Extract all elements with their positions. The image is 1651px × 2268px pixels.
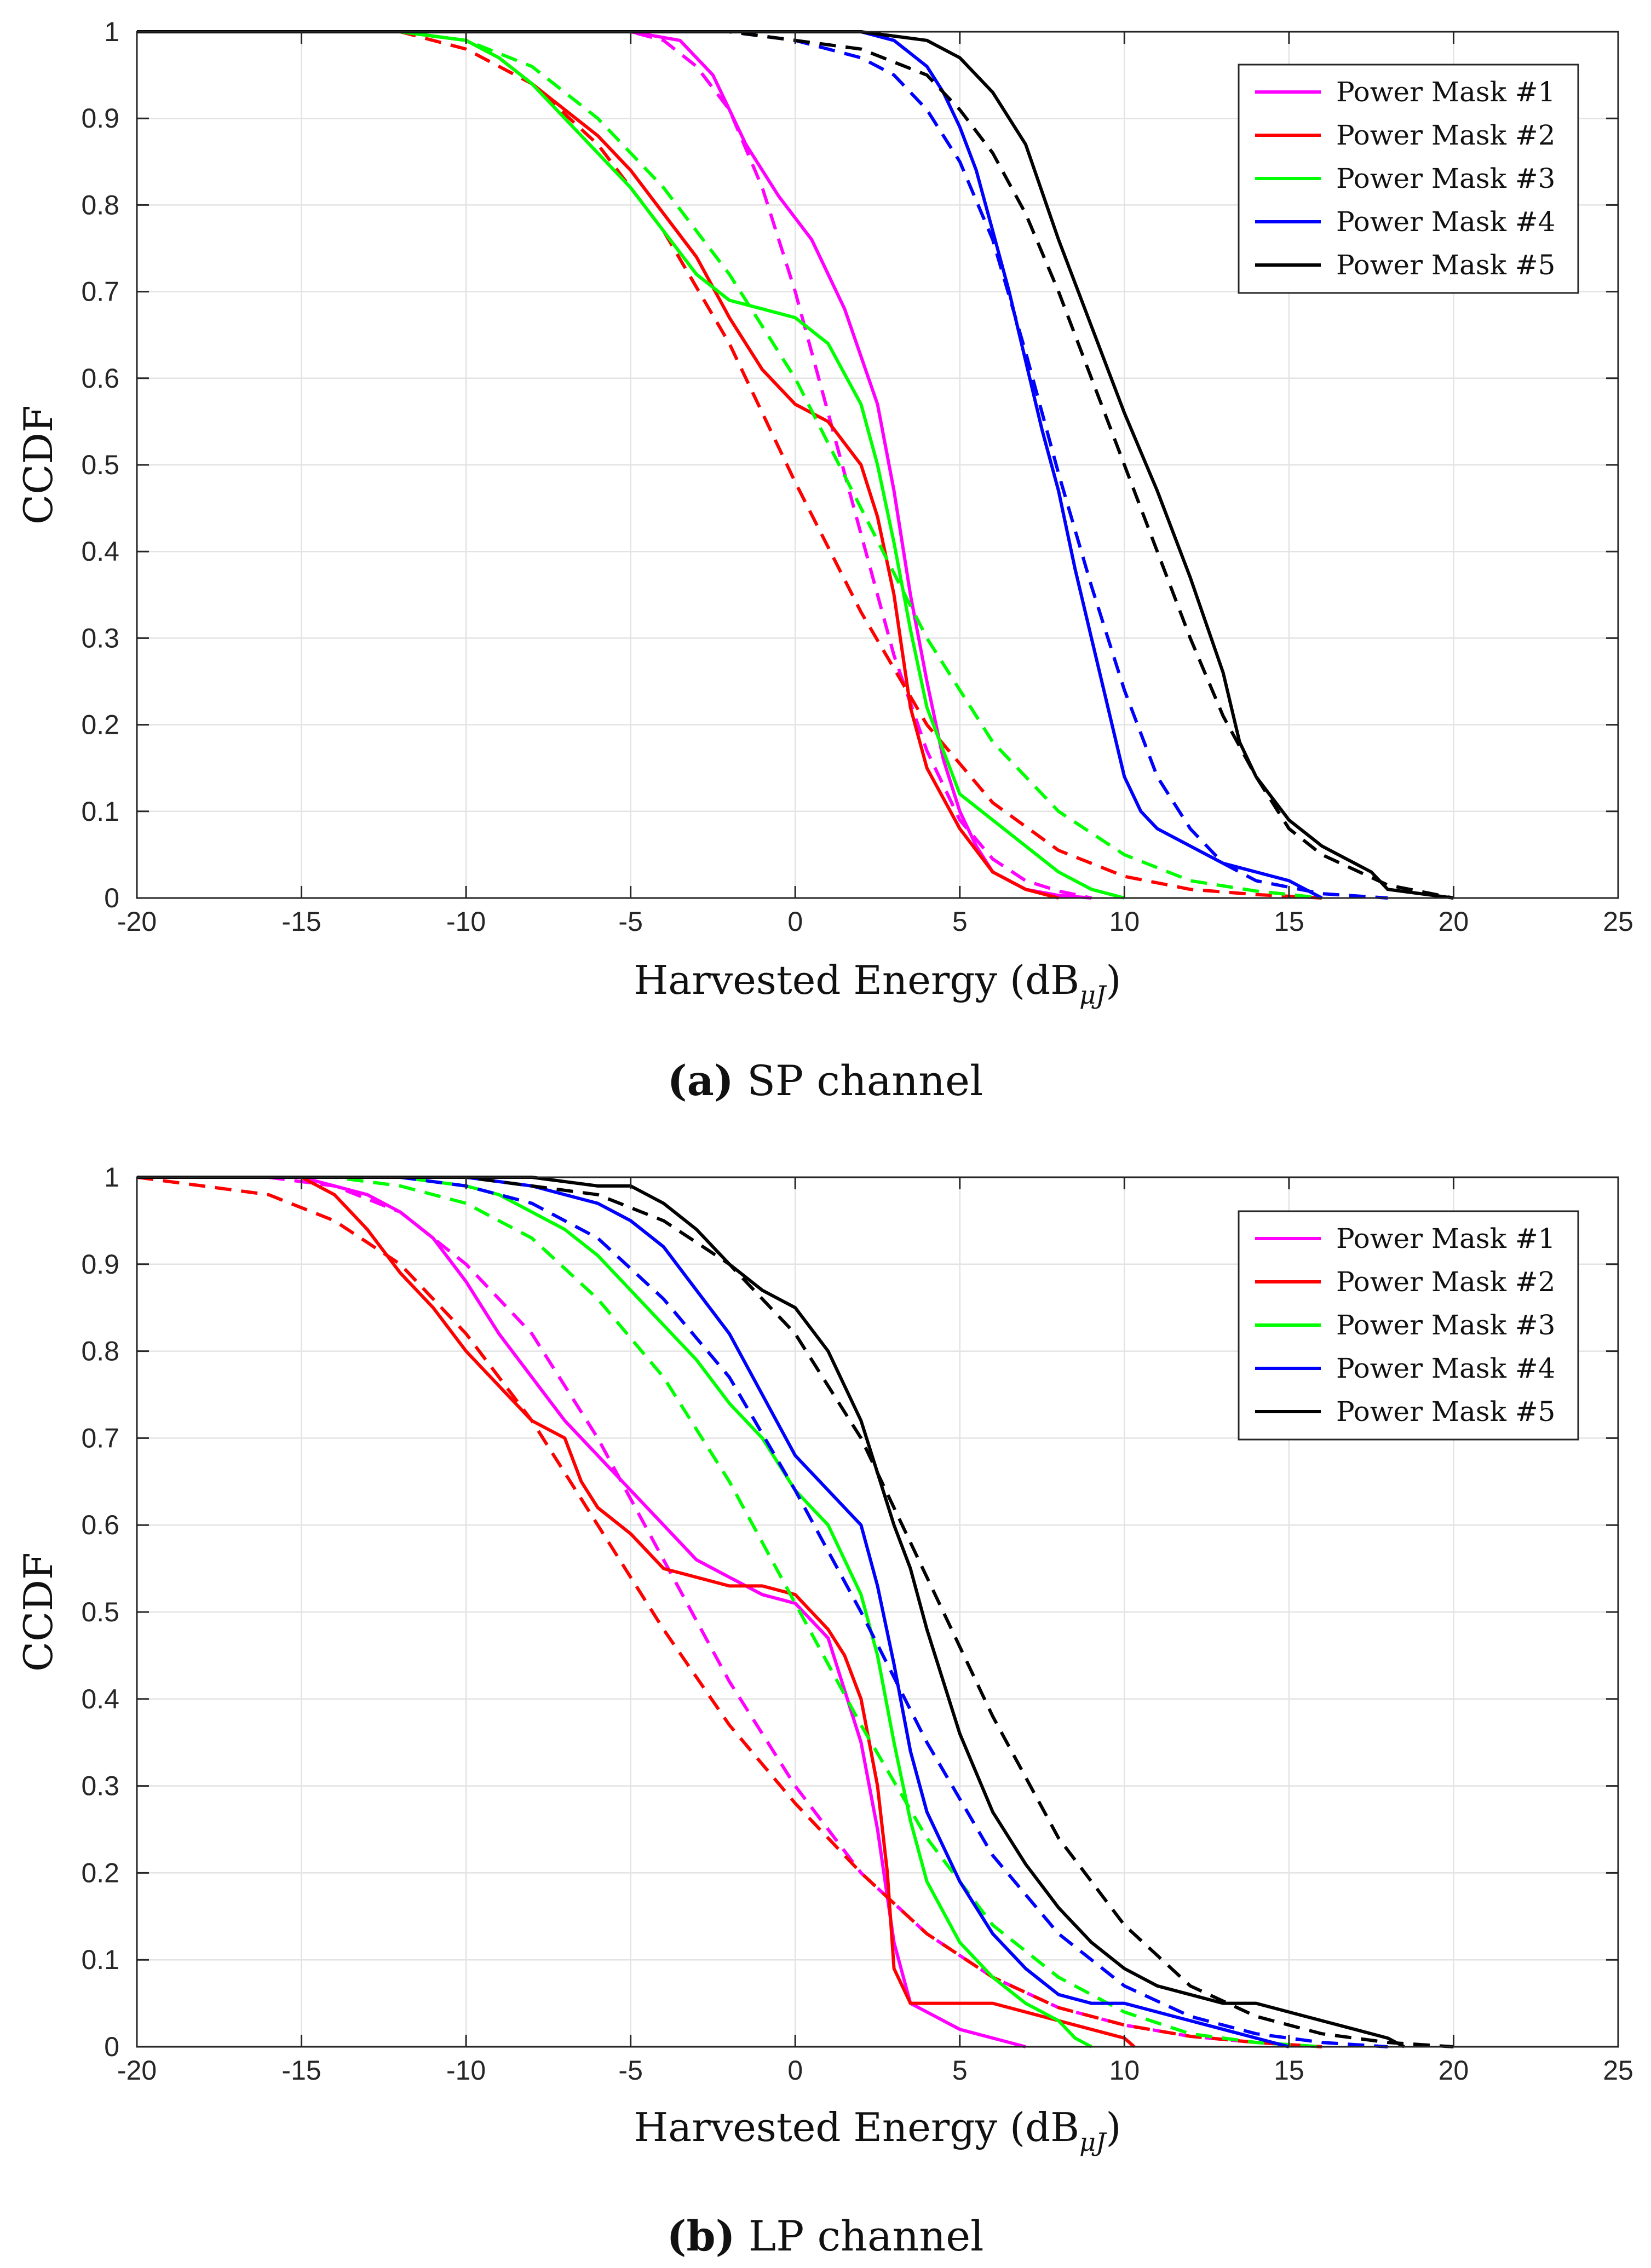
- y-axis-label: CCDF: [15, 1552, 61, 1672]
- series-line-power-mask-2: [137, 1176, 1136, 2048]
- x-tick-label: 25: [1603, 906, 1633, 937]
- y-tick-label: 0.7: [81, 277, 119, 307]
- legend-label: Power Mask #2: [1336, 119, 1555, 151]
- x-tick-label: 10: [1109, 906, 1140, 937]
- x-tick-label: 5: [952, 2055, 968, 2086]
- legend-label: Power Mask #1: [1336, 76, 1555, 108]
- y-tick-label: 0.3: [81, 623, 119, 653]
- y-tick-label: 0.8: [81, 1336, 119, 1367]
- x-tick-label: 15: [1274, 906, 1304, 937]
- y-tick-label: 0.7: [81, 1423, 119, 1453]
- y-tick-label: 0.6: [81, 1510, 119, 1540]
- legend-label: Power Mask #5: [1336, 249, 1555, 281]
- y-tick-label: 0.2: [81, 1857, 119, 1888]
- panel-caption: (b) LP channel: [667, 2212, 984, 2260]
- x-tick-label: -15: [281, 906, 321, 937]
- y-tick-label: 1: [104, 1162, 119, 1193]
- legend: Power Mask #1 Power Mask #2 Power Mask #3 P…: [1238, 64, 1579, 294]
- legend-label: Power Mask #2: [1336, 1266, 1555, 1298]
- series-line-power-mask-3: [137, 30, 1125, 900]
- x-tick-label: -5: [618, 2055, 642, 2086]
- legend: Power Mask #1 Power Mask #2 Power Mask #3 P…: [1238, 1210, 1579, 1441]
- x-axis-label: Harvested Energy (dBμJ): [634, 2104, 1121, 2157]
- x-tick-label: 0: [787, 2055, 803, 2086]
- legend-label: Power Mask #5: [1336, 1396, 1555, 1427]
- series-line-power-mask-5: [137, 1176, 1405, 2048]
- y-tick-label: 0.5: [81, 1597, 119, 1627]
- y-tick-label: 0: [104, 2031, 119, 2062]
- x-axis-label: Harvested Energy (dBμJ): [634, 957, 1121, 1010]
- x-tick-label: 25: [1603, 2055, 1633, 2086]
- chart-panel-a: -20 -15 -10 -5 0 5 10 15 20 25 0 0.1 0.2 0.3 0.4 0.5 0.6…: [15, 16, 1633, 1105]
- x-tick-label: 20: [1439, 906, 1469, 937]
- series-line-power-mask-4: [137, 1176, 1290, 2048]
- x-tick-label: 15: [1274, 2055, 1304, 2086]
- series-line-power-mask-4-model: [137, 1176, 1388, 2048]
- y-tick-label: 0.1: [81, 1944, 119, 1975]
- series-line-power-mask-5: [137, 30, 1454, 900]
- x-tick-label: 10: [1109, 2055, 1140, 2086]
- x-tick-label: 0: [787, 906, 803, 937]
- x-tick-label: -15: [281, 2055, 321, 2086]
- legend-label: Power Mask #4: [1336, 1352, 1555, 1384]
- series-line-power-mask-3-model: [137, 1176, 1322, 2048]
- y-tick-label: 0.4: [81, 1684, 119, 1714]
- x-tick-label: 5: [952, 906, 968, 937]
- series-line-power-mask-4-model: [137, 30, 1388, 900]
- y-tick-label: 0.1: [81, 796, 119, 827]
- x-tick-label: 20: [1439, 2055, 1469, 2086]
- y-axis-label: CCDF: [15, 405, 61, 525]
- legend-label: Power Mask #4: [1336, 206, 1555, 238]
- y-tick-label: 0.4: [81, 536, 119, 567]
- legend-label: Power Mask #3: [1336, 1309, 1555, 1341]
- y-tick-label: 0.2: [81, 710, 119, 740]
- y-tick-label: 0.5: [81, 450, 119, 480]
- series-line-power-mask-2-model: [137, 30, 1322, 900]
- x-tick-label: -10: [446, 906, 486, 937]
- series-line-power-mask-2-model: [136, 1176, 1322, 2048]
- y-tick-label: 0: [104, 883, 119, 913]
- y-tick-label: 0.6: [81, 363, 119, 394]
- y-tick-label: 0.8: [81, 189, 119, 220]
- y-tick-label: 0.9: [81, 1249, 119, 1280]
- legend-label: Power Mask #1: [1336, 1223, 1555, 1254]
- x-tick-label: -20: [117, 906, 157, 937]
- series-line-power-mask-5-model: [137, 30, 1454, 900]
- x-tick-label: -20: [117, 2055, 157, 2086]
- chart-panel-b: -20 -15 -10 -5 0 5 10 15 20 25 0 0.1 0.2 0.3 0.4 0.5 0.6…: [15, 1162, 1633, 2260]
- series-line-power-mask-5-model: [137, 1176, 1454, 2048]
- x-tick-label: -5: [618, 906, 642, 937]
- y-tick-label: 1: [104, 16, 119, 47]
- panel-caption: (a) SP channel: [668, 1056, 983, 1105]
- x-tick-label: -10: [446, 2055, 486, 2086]
- legend-label: Power Mask #3: [1336, 163, 1555, 194]
- y-tick-label: 0.9: [81, 103, 119, 134]
- series-line-power-mask-4: [137, 30, 1323, 900]
- y-tick-label: 0.3: [81, 1771, 119, 1801]
